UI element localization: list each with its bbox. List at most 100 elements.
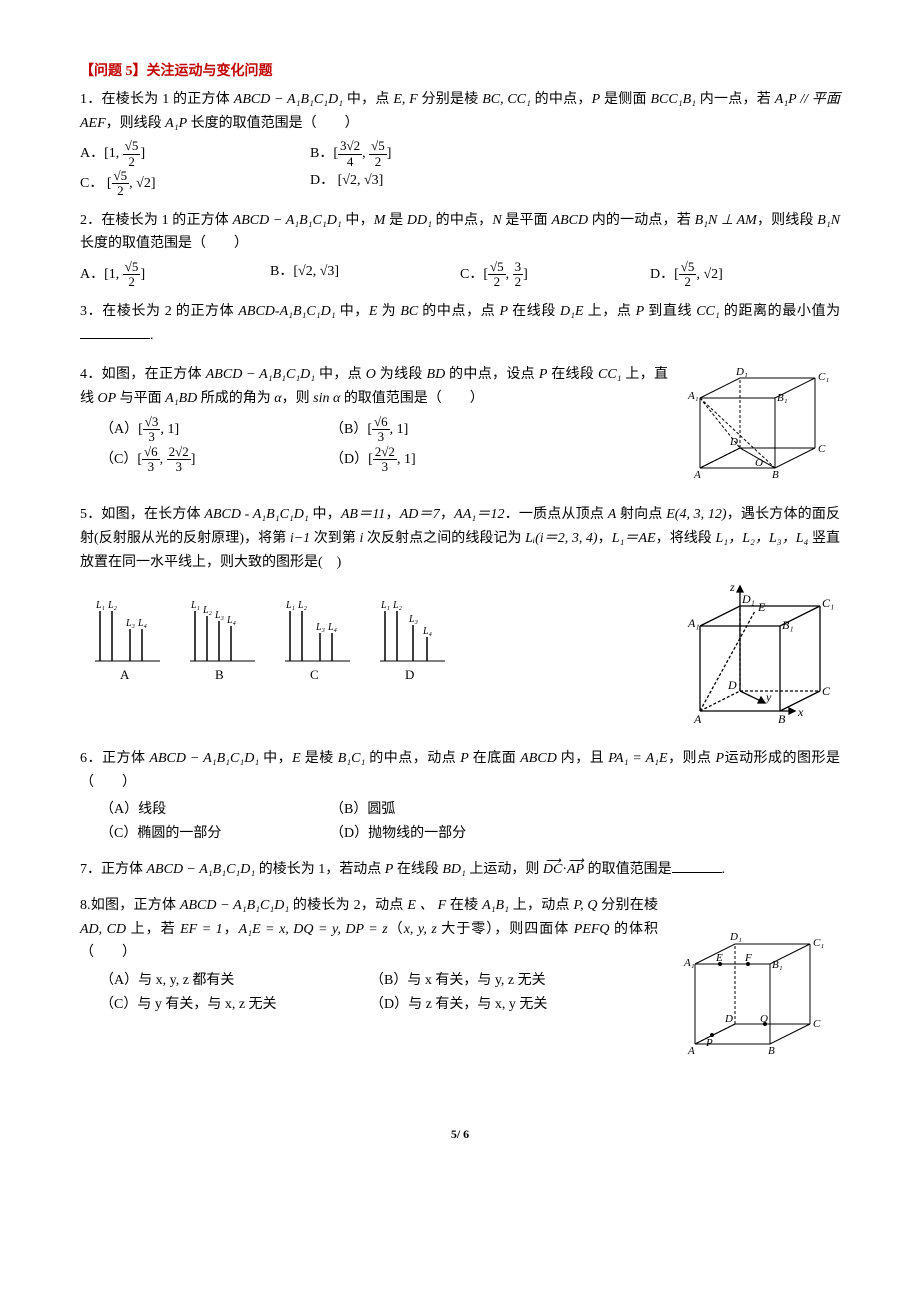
q1-h: 长度的取值范围是（ ） xyxy=(187,116,359,131)
q4-figure: A B C D A₁ B₁ C₁ D₁ O xyxy=(680,363,840,493)
q6-c: 是棱 xyxy=(301,751,338,766)
q8-c: 在棱 xyxy=(446,898,482,913)
q8-a: 8.如图，正方体 xyxy=(80,898,180,913)
q3-b: 中， xyxy=(336,304,369,319)
q5-f: 次到第 xyxy=(310,531,359,546)
q8-f: 上，若 xyxy=(126,922,180,937)
q3-period: . xyxy=(150,328,154,343)
q1-optA-hi-n: √5 xyxy=(123,139,141,154)
q5-fig-C1: C₁ xyxy=(822,596,834,610)
q2-optA-hi-d: 2 xyxy=(123,275,141,289)
q4-optA-hi: 1 xyxy=(167,422,174,437)
problem-8: A B C D A₁ B₁ C₁ D₁ E F Q P 8.如图，正方体 ABC… xyxy=(80,894,840,1064)
svg-text:L₄: L₄ xyxy=(422,626,433,637)
q8-optC: （C）与 y 有关，与 x, z 无关 xyxy=(100,993,340,1017)
q7-a: 7．正方体 xyxy=(80,862,147,877)
q7-b: 的棱长为 1，若动点 xyxy=(255,862,385,877)
q4-optD-hi: 1 xyxy=(404,452,411,467)
q1-optB-lo-n: 3√2 xyxy=(338,139,362,154)
q2-m: M xyxy=(374,213,386,228)
q2-abcd: ABCD xyxy=(552,213,589,228)
q4-optC-lo-d: 3 xyxy=(142,460,160,474)
q1-optA-label: A． xyxy=(80,146,104,161)
svg-text:L₄: L₄ xyxy=(327,622,338,633)
q1-optD-lo: √2 xyxy=(342,173,357,188)
q6-optD: （D）抛物线的一部分 xyxy=(330,822,530,846)
q4-optB-label: （B） xyxy=(330,422,367,437)
q2-optD-lo-n: √5 xyxy=(679,260,697,275)
q1-optA-lo: 1 xyxy=(109,146,116,161)
q3-c: 为 xyxy=(377,304,400,319)
q5-fig-C: C xyxy=(822,684,831,698)
q2-n: N xyxy=(492,213,501,228)
svg-text:L₁: L₁ xyxy=(95,600,105,611)
q5-b: 中， xyxy=(309,507,341,522)
q4-fig-C1: C₁ xyxy=(818,371,829,383)
q7-blank xyxy=(672,858,722,873)
q8-fig-A: A xyxy=(687,1045,695,1057)
q8-a1b1: A₁B₁ xyxy=(482,898,509,913)
q8-pefq: PEFQ xyxy=(574,922,610,937)
q5-fig-A1: A₁ xyxy=(687,616,700,630)
q4-optC-hi-d: 3 xyxy=(167,460,191,474)
q8-ef1: EF = 1 xyxy=(180,922,223,937)
q2-optD-label: D． xyxy=(650,267,674,282)
page-number: 5/ 6 xyxy=(80,1124,840,1144)
q4-optA-lo-n: √3 xyxy=(143,415,161,430)
q8-ae: A₁E = x, DQ = y, DP = z xyxy=(239,922,388,937)
q2-f: 内的一动点，若 xyxy=(588,213,694,228)
q4-optD-lo-d: 3 xyxy=(373,460,397,474)
q8-adcd: AD, CD xyxy=(80,922,126,937)
q2-optA-hi-n: √5 xyxy=(123,260,141,275)
q2-c: 是 xyxy=(385,213,407,228)
q1-g: ，则线段 xyxy=(106,116,166,131)
q2-optC-label: C． xyxy=(460,267,483,282)
q5-fig-B: B xyxy=(778,712,786,726)
q5-figure: A B C D A₁ B₁ C₁ D₁ E x y z xyxy=(670,581,840,731)
q8-fig-Q: Q xyxy=(760,1013,768,1025)
q5-fig-D: D xyxy=(727,678,737,692)
q6-d: 的中点，动点 xyxy=(365,751,460,766)
q4-optB-hi: 1 xyxy=(397,422,404,437)
q5-c3: ， xyxy=(598,531,612,546)
q1-optB: B．[3√24, √52] xyxy=(310,139,510,169)
q6-optB: （B）圆弧 xyxy=(330,798,530,822)
q2-h: 长度的取值范围是（ ） xyxy=(80,236,248,251)
q8-fig-P: P xyxy=(705,1037,713,1049)
q6-optA: （A）线段 xyxy=(100,798,300,822)
q2-optB-label: B． xyxy=(270,264,293,279)
q4-a1bd: A₁BD xyxy=(165,391,197,406)
q8-pq: P, Q xyxy=(573,898,597,913)
q1-optA: A．[1, √52] xyxy=(80,139,280,169)
q4-bd: BD xyxy=(427,367,446,382)
q5-fig-E: E xyxy=(757,600,766,614)
q3-d: 的中点，点 xyxy=(418,304,499,319)
q5-fig-A: A xyxy=(693,712,702,726)
q5-li: Lᵢ(i＝2, 3, 4) xyxy=(525,531,597,546)
q8-fig-A1: A₁ xyxy=(683,957,695,969)
q5-pe: E(4, 3, 12) xyxy=(666,507,726,522)
q5-fig-B1: B₁ xyxy=(782,618,794,632)
q2-optC-hi-d: 2 xyxy=(513,275,524,289)
svg-text:L₃: L₃ xyxy=(214,610,225,621)
q3-a: 3．在棱长为 2 的正方体 xyxy=(80,304,238,319)
q8-h: 大于零），则四面体 xyxy=(437,922,574,937)
q8-fig-E: E xyxy=(715,952,723,964)
svg-text:L₁: L₁ xyxy=(190,600,200,611)
q8-c1: ， xyxy=(223,922,239,937)
q5-c2: ， xyxy=(440,507,454,522)
q1-d: 的中点， xyxy=(531,92,592,107)
q5-c: ．一质点从顶点 xyxy=(505,507,608,522)
q4-j: 的取值范围是（ ） xyxy=(340,391,484,406)
q1-optB-label: B． xyxy=(310,146,333,161)
q5-text: 5．如图，在长方体 ABCD - A₁B₁C₁D₁ 中，AB＝11，AD＝7，A… xyxy=(80,503,840,574)
q5-fig-z: z xyxy=(729,581,735,594)
q8-optB: （B）与 x 有关，与 y, z 无关 xyxy=(370,969,546,993)
q1-optC: C． [√52, √2] xyxy=(80,169,280,199)
q2-optA-lo: 1 xyxy=(109,267,116,282)
q3-d1e: D₁E xyxy=(560,304,584,319)
q6-cube: ABCD − A₁B₁C₁D₁ xyxy=(149,751,259,766)
q4-optC-lo-n: √6 xyxy=(142,445,160,460)
q2-optC-lo-n: √5 xyxy=(488,260,506,275)
q4-c: 为线段 xyxy=(376,367,427,382)
